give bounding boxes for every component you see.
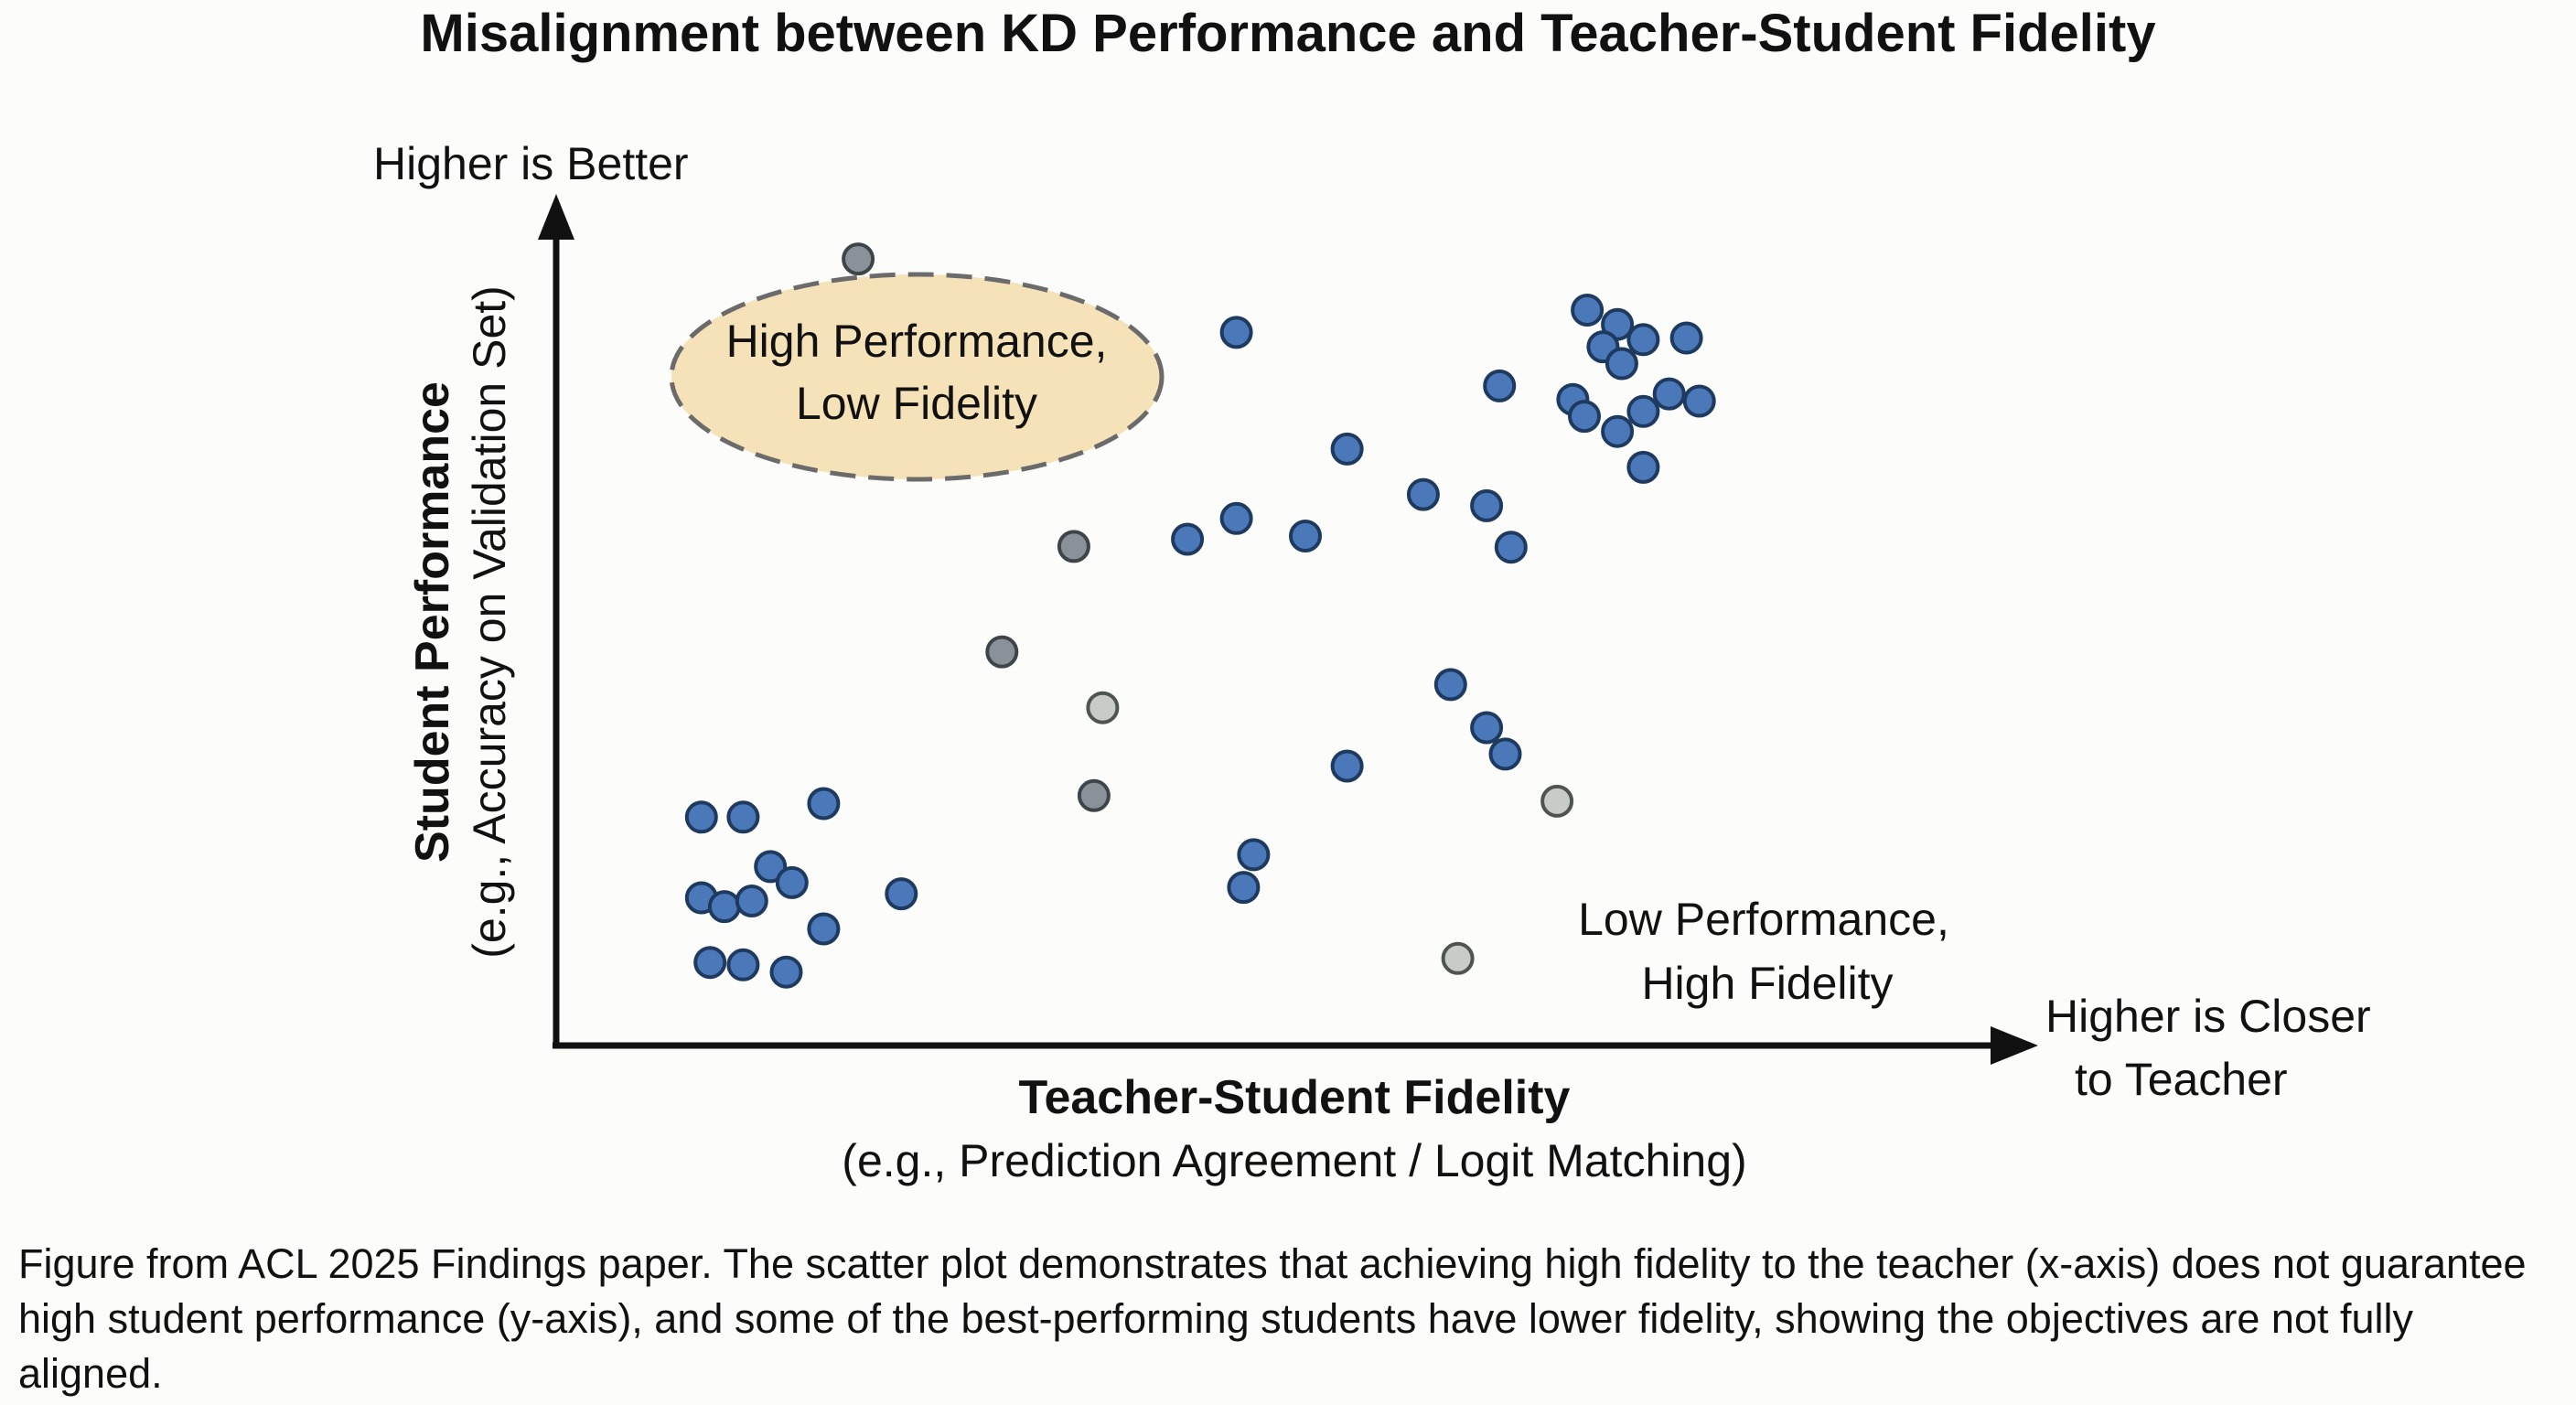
- y-axis-direction-label: Higher is Better: [373, 138, 689, 189]
- scatter-point-40: [1626, 323, 1660, 357]
- scatter-point-17: [1086, 691, 1120, 724]
- scatter-point-27: [1289, 520, 1322, 552]
- scatter-point-25: [1171, 522, 1205, 556]
- scatter-point-43: [1682, 384, 1716, 418]
- x-axis-title: Teacher-Student Fidelity: [1019, 1071, 1571, 1124]
- x-axis-subtitle: (e.g., Prediction Agreement / Logit Matc…: [842, 1135, 1746, 1186]
- scatter-point-7: [707, 890, 741, 924]
- scatter-point-22: [1483, 369, 1517, 402]
- scatter-point-41: [1669, 321, 1703, 355]
- scatter-point-1: [684, 800, 718, 834]
- scatter-point-39: [1605, 347, 1638, 381]
- scatter-point-16: [985, 635, 1019, 669]
- scatter-point-19: [1219, 316, 1253, 349]
- annotation-high-performance-line2: Low Fidelity: [796, 378, 1037, 429]
- scatter-point-8: [735, 885, 768, 917]
- scatter-point-30: [1488, 737, 1522, 771]
- annotation-low-performance-line1: Low Performance,: [1578, 894, 1949, 945]
- scatter-point-45: [1568, 400, 1601, 434]
- annotation-low-performance-line2: High Fidelity: [1641, 958, 1893, 1009]
- scatter-point-31: [1330, 749, 1364, 783]
- chart-title: Misalignment between KD Performance and …: [420, 4, 2155, 63]
- scatter-point-2: [726, 800, 760, 834]
- scatter-point-20: [1330, 432, 1364, 466]
- scatter-point-10: [885, 877, 918, 911]
- scatter-point-33: [1227, 871, 1261, 905]
- scatter-point-26: [1219, 501, 1253, 535]
- scatter-point-48: [1626, 450, 1660, 484]
- x-axis-direction-label-line1: Higher is Closer: [2045, 991, 2371, 1042]
- high-performance-low-fidelity-highlight: [669, 272, 1165, 482]
- scatter-point-34: [1540, 784, 1574, 818]
- scatter-point-3: [807, 787, 841, 820]
- scatter-point-21: [1406, 477, 1440, 511]
- scatter-point-35: [1441, 941, 1475, 975]
- scatter-point-4: [754, 850, 788, 884]
- scatter-point-5: [775, 865, 809, 899]
- data-points: [684, 242, 1716, 989]
- scatter-point-13: [769, 955, 803, 989]
- scatter-point-14: [842, 242, 875, 276]
- scatter-point-18: [1077, 778, 1111, 812]
- scatter-point-9: [807, 912, 841, 946]
- x-axis-arrowhead: [1991, 1026, 2038, 1065]
- scatter-point-36: [1571, 294, 1605, 327]
- scatter-point-23: [1470, 488, 1504, 522]
- scatter-point-15: [1057, 530, 1090, 563]
- y-axis-title: Student Performance: [406, 381, 459, 863]
- scatter-point-47: [1626, 394, 1660, 428]
- scatter-point-42: [1652, 377, 1686, 411]
- scatter-point-28: [1433, 668, 1467, 702]
- y-axis-subtitle: (e.g., Accuracy on Validation Set): [464, 285, 515, 959]
- figure-caption: Figure from ACL 2025 Findings paper. The…: [18, 1240, 2527, 1397]
- scatter-point-29: [1470, 711, 1504, 745]
- annotation-high-performance-line1: High Performance,: [726, 316, 1108, 367]
- scatter-point-24: [1494, 531, 1528, 564]
- scatter-point-46: [1601, 414, 1635, 448]
- scatter-point-32: [1237, 838, 1271, 872]
- scatter-point-11: [693, 946, 727, 980]
- x-axis-direction-label-line2: to Teacher: [2075, 1054, 2288, 1105]
- scatter-point-12: [726, 948, 760, 981]
- y-axis-arrowhead: [538, 194, 574, 240]
